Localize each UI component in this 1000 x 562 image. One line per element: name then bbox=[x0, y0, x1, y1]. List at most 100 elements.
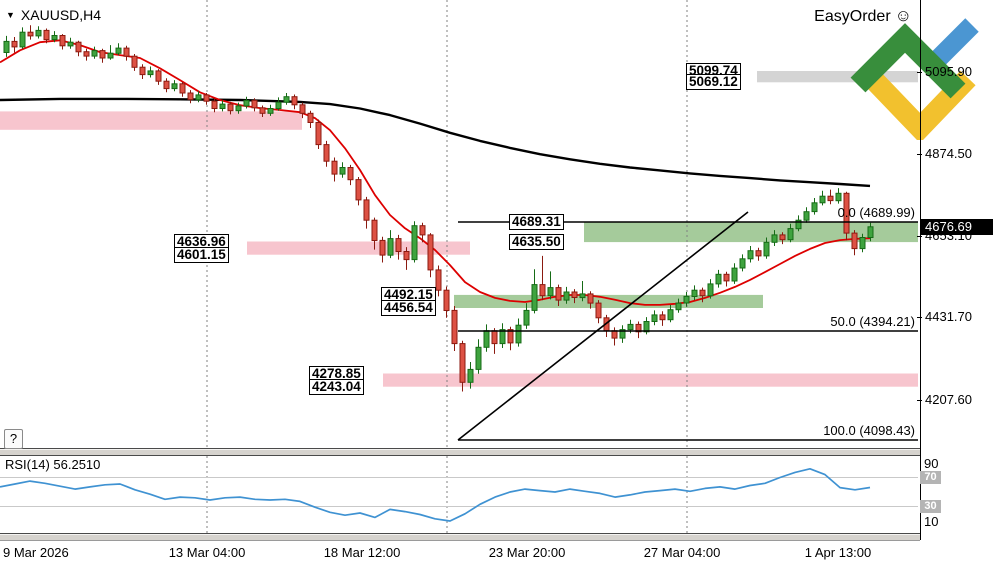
candle-body bbox=[419, 225, 426, 236]
rsi-axis-label: 10 bbox=[924, 514, 939, 529]
candle-body bbox=[699, 289, 706, 297]
candle-body bbox=[235, 105, 242, 112]
candle-body bbox=[763, 241, 770, 257]
candle-body bbox=[779, 234, 786, 241]
candle-body bbox=[771, 234, 778, 243]
rsi-indicator-pane[interactable] bbox=[0, 456, 920, 534]
price-axis-border bbox=[920, 0, 921, 540]
candle-body bbox=[843, 192, 850, 234]
candle-body bbox=[115, 47, 122, 54]
candle-body bbox=[595, 302, 602, 319]
candle-body bbox=[91, 50, 98, 57]
candle-body bbox=[75, 41, 82, 53]
candle-body bbox=[195, 94, 202, 101]
slow-ma-line bbox=[0, 97, 871, 188]
candle-body bbox=[219, 103, 226, 109]
candle-body bbox=[51, 35, 58, 41]
candle-body bbox=[67, 41, 74, 47]
candle-body bbox=[443, 289, 450, 312]
price-axis-label: 4207.60 bbox=[925, 392, 972, 407]
candle-body bbox=[83, 51, 90, 57]
candle-body bbox=[331, 160, 338, 175]
rsi-axis-label: 30 bbox=[920, 500, 941, 513]
candle-body bbox=[11, 40, 18, 48]
candle-body bbox=[27, 31, 34, 37]
candle-body bbox=[523, 309, 530, 326]
candle-body bbox=[667, 309, 674, 321]
candle-body bbox=[283, 96, 290, 103]
candle-body bbox=[787, 228, 794, 241]
candle-body bbox=[683, 295, 690, 304]
symbol-label: XAUUSD,H4 bbox=[20, 7, 102, 23]
pane-separator[interactable] bbox=[0, 449, 920, 456]
candle-body bbox=[435, 269, 442, 291]
candle-body bbox=[675, 302, 682, 311]
price-axis-label: 4431.70 bbox=[925, 309, 972, 324]
rsi-axis-label: 70 bbox=[920, 471, 941, 484]
candle-body bbox=[651, 314, 658, 322]
time-axis-label: 18 Mar 12:00 bbox=[323, 545, 401, 560]
candle-body bbox=[579, 293, 586, 299]
candle-body bbox=[483, 330, 490, 348]
candle-body bbox=[539, 284, 546, 297]
current-price-label: 4676.69 bbox=[921, 219, 993, 235]
candle-body bbox=[251, 99, 258, 109]
help-button[interactable]: ? bbox=[4, 429, 23, 449]
candle-body bbox=[691, 289, 698, 298]
candle-body bbox=[427, 234, 434, 271]
symbol-timeframe-selector[interactable]: ▼ XAUUSD,H4 bbox=[6, 7, 101, 23]
candle-body bbox=[859, 237, 866, 250]
logo-blue-stroke bbox=[918, 18, 979, 79]
time-axis-label: 13 Mar 04:00 bbox=[168, 545, 246, 560]
candle-body bbox=[411, 225, 418, 261]
time-axis-label: 27 Mar 04:00 bbox=[643, 545, 721, 560]
candle-body bbox=[299, 104, 306, 114]
candle-body bbox=[123, 47, 130, 57]
zone-rect bbox=[454, 294, 763, 308]
candle-body bbox=[155, 70, 162, 82]
candle-body bbox=[139, 66, 146, 76]
candle-body bbox=[739, 258, 746, 269]
candle-body bbox=[515, 324, 522, 344]
candle-body bbox=[43, 29, 50, 41]
candle-body bbox=[571, 291, 578, 298]
candle-body bbox=[627, 323, 634, 331]
candle-body bbox=[107, 52, 114, 59]
candle-body bbox=[723, 273, 730, 282]
candle-body bbox=[819, 195, 826, 204]
candle-body bbox=[35, 29, 42, 37]
rsi-level-lines bbox=[0, 477, 918, 507]
candle-body bbox=[507, 329, 514, 344]
candle-body bbox=[203, 94, 210, 102]
candle-body bbox=[59, 35, 66, 47]
candle-body bbox=[339, 167, 346, 175]
candle-body bbox=[347, 167, 354, 181]
candle-body bbox=[131, 55, 138, 68]
pane-separator[interactable] bbox=[0, 534, 920, 541]
candle-body bbox=[731, 267, 738, 282]
candle-body bbox=[379, 239, 386, 256]
trendline bbox=[457, 211, 749, 441]
candle-body bbox=[291, 96, 298, 106]
candle-body bbox=[99, 50, 106, 59]
candle-body bbox=[387, 238, 394, 256]
candle-body bbox=[315, 122, 322, 146]
candle-body bbox=[243, 99, 250, 107]
candle-body bbox=[563, 291, 570, 301]
price-chart-pane[interactable] bbox=[0, 0, 920, 449]
candle-body bbox=[499, 329, 506, 345]
candle-body bbox=[827, 195, 834, 202]
candle-body bbox=[275, 101, 282, 109]
candle-body bbox=[611, 330, 618, 339]
moving-averages bbox=[0, 39, 871, 306]
zone-rect bbox=[383, 373, 918, 387]
candle-body bbox=[851, 232, 858, 250]
candle-body bbox=[395, 238, 402, 253]
candle-body bbox=[147, 70, 154, 76]
candle-body bbox=[635, 323, 642, 333]
candle-body bbox=[707, 283, 714, 297]
candlesticks bbox=[3, 25, 874, 392]
price-axis-label: 4653.10 bbox=[925, 228, 972, 243]
candle-body bbox=[475, 346, 482, 370]
